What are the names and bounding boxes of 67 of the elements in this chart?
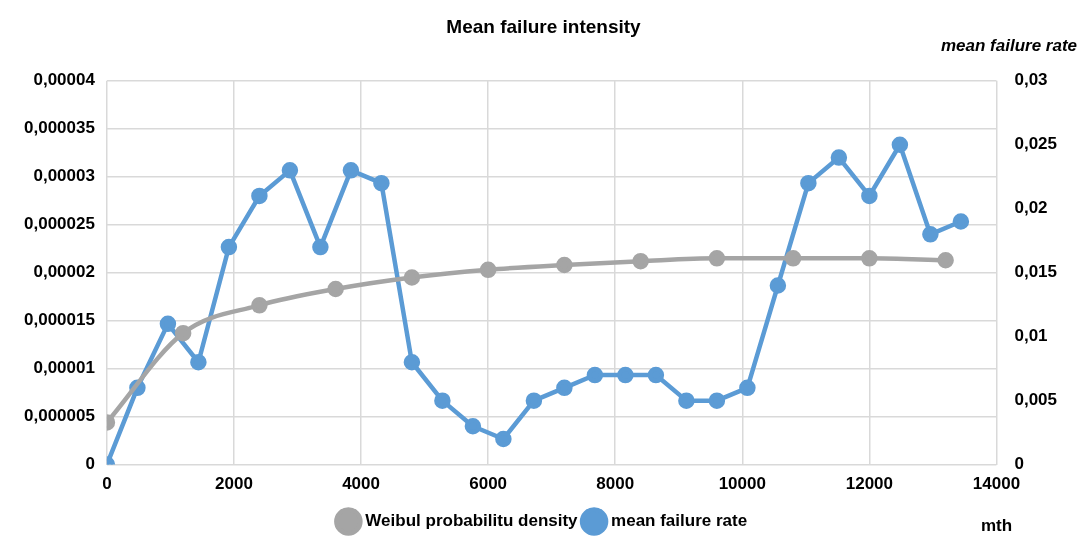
point	[434, 392, 451, 409]
y-tick-label: 0,000035	[24, 118, 95, 138]
point	[479, 261, 497, 279]
point	[556, 256, 573, 274]
point	[647, 366, 665, 384]
x-tick-label: 6000	[469, 474, 508, 494]
point	[952, 213, 970, 230]
point	[830, 149, 848, 166]
y-tick-label: 0,000005	[24, 406, 95, 426]
x-tick-label: 14000	[972, 474, 1021, 494]
point	[678, 392, 695, 409]
y2-tick-label: 0,01	[1014, 326, 1048, 346]
x-tick-label: 2000	[215, 474, 253, 494]
x-tick-label: 12000	[845, 474, 894, 494]
point	[495, 430, 512, 448]
point	[708, 250, 726, 267]
y2-tick-label: 0,02	[1014, 198, 1048, 218]
point	[769, 277, 787, 294]
point	[281, 162, 299, 179]
point	[556, 379, 573, 397]
y2-tick-label: 0,015	[1014, 262, 1058, 282]
legend-label: Weibul probabilitu density	[365, 511, 579, 531]
y-tick-label: 0,00001	[33, 358, 95, 378]
point	[632, 252, 649, 270]
y-tick-label: 0	[85, 454, 95, 474]
point	[861, 187, 878, 205]
point	[327, 280, 344, 298]
x-tick-label: 4000	[342, 474, 380, 494]
point	[922, 226, 939, 243]
point	[891, 136, 909, 154]
x-tick-label: 8000	[596, 474, 635, 494]
x-tick-label: 0	[102, 474, 112, 494]
point	[739, 379, 756, 397]
point	[190, 354, 207, 371]
y-tick-label: 0,00003	[33, 166, 95, 186]
y-tick-label: 0,000015	[24, 310, 95, 330]
y-tick-label: 0,00004	[33, 70, 96, 90]
point	[617, 366, 634, 384]
point	[937, 251, 954, 269]
point	[251, 297, 268, 314]
legend-label: mean failure rate	[611, 511, 748, 531]
point	[342, 162, 360, 179]
y2-tick-label: 0	[1014, 454, 1024, 474]
point	[312, 238, 329, 256]
point	[525, 392, 543, 409]
point	[800, 174, 817, 192]
x-tick-label: 10000	[718, 474, 766, 494]
point	[373, 174, 390, 192]
point	[784, 250, 802, 267]
point	[403, 269, 421, 286]
point	[174, 324, 192, 342]
point	[708, 392, 726, 409]
y-tick-label: 0,000025	[24, 214, 95, 234]
y2-tick-label: 0,025	[1014, 134, 1058, 154]
y2-tick-label: 0,03	[1014, 70, 1048, 90]
point	[220, 238, 238, 256]
y-tick-label: 0,00002	[33, 262, 95, 282]
point	[464, 417, 482, 435]
chart-title: Mean failure intensity	[446, 15, 642, 37]
point	[403, 354, 421, 371]
point	[861, 250, 878, 267]
y2-axis-title: mean failure rate	[940, 36, 1077, 56]
point	[586, 366, 604, 384]
point	[251, 187, 268, 205]
point	[159, 315, 177, 333]
y2-tick-label: 0,005	[1014, 390, 1058, 410]
x-axis-title: mth	[980, 515, 1013, 535]
